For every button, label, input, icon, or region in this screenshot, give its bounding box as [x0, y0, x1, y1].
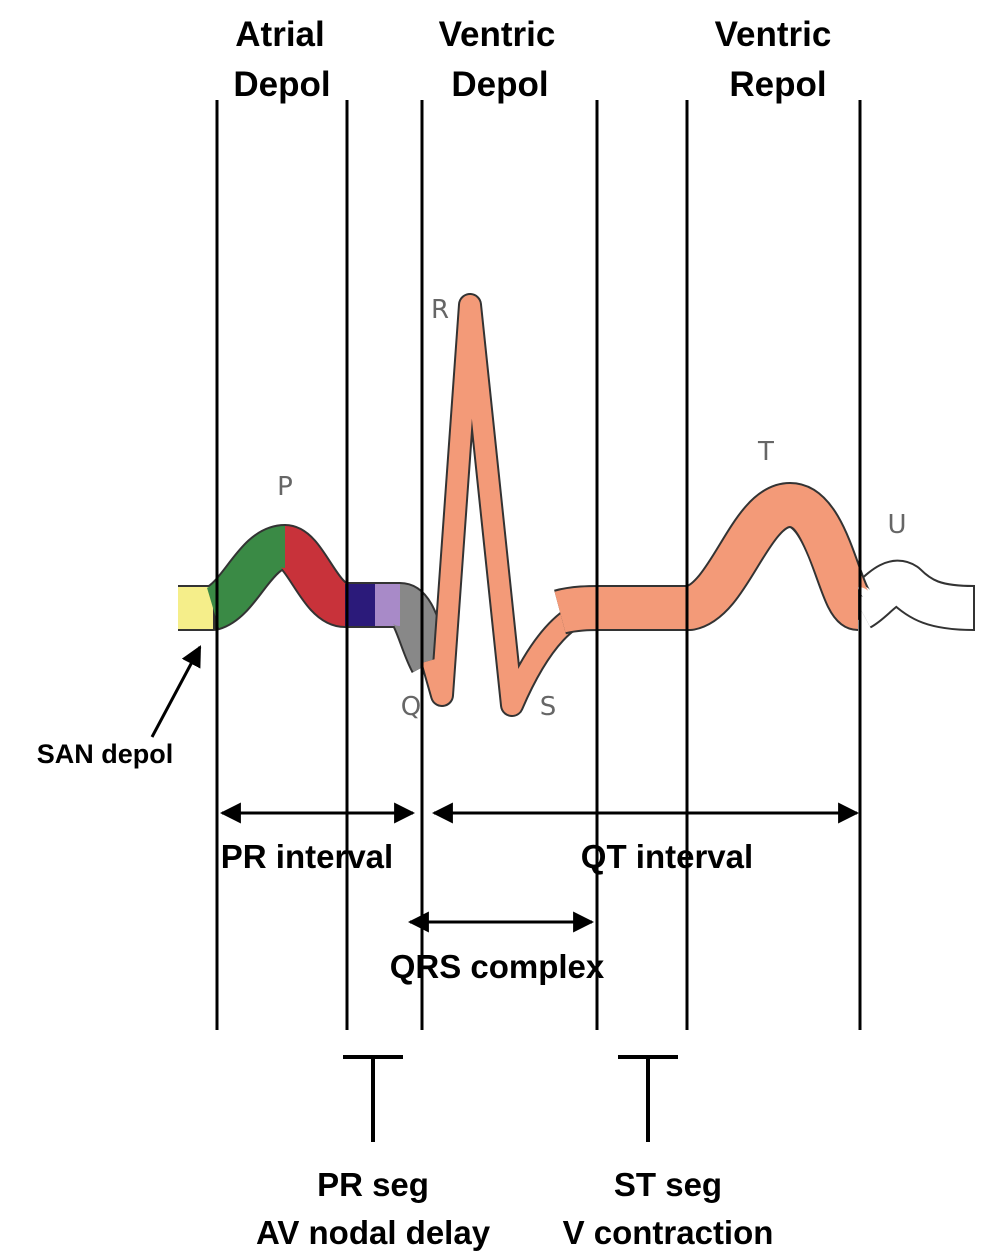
san-label: SAN depol	[37, 739, 174, 769]
interval-label: PR interval	[221, 838, 393, 875]
segment-markers	[343, 1055, 678, 1142]
phase-title: Depol	[451, 65, 548, 104]
phase-title: Atrial	[235, 15, 324, 54]
phase-title: Ventric	[715, 15, 832, 54]
wave-label: R	[431, 295, 449, 325]
interval-label: QRS complex	[390, 948, 605, 985]
segment-meaning: AV nodal delay	[256, 1214, 491, 1251]
interval-label: QT interval	[581, 838, 753, 875]
segment-name: ST seg	[614, 1166, 722, 1203]
phase-lines	[215, 100, 862, 1030]
wave-label: T	[757, 437, 774, 467]
pointer-arrow	[150, 645, 202, 738]
wave-label: Q	[401, 692, 421, 722]
phase-title: Depol	[233, 65, 330, 104]
segment-name: PR seg	[317, 1166, 429, 1203]
wave-label: P	[277, 472, 293, 502]
ecg-waveform	[178, 293, 976, 717]
wave-label: S	[540, 692, 557, 722]
phase-title: Ventric	[439, 15, 556, 54]
phase-title: Repol	[729, 65, 826, 104]
segment-meaning: V contraction	[563, 1214, 774, 1251]
wave-label: U	[887, 510, 906, 540]
